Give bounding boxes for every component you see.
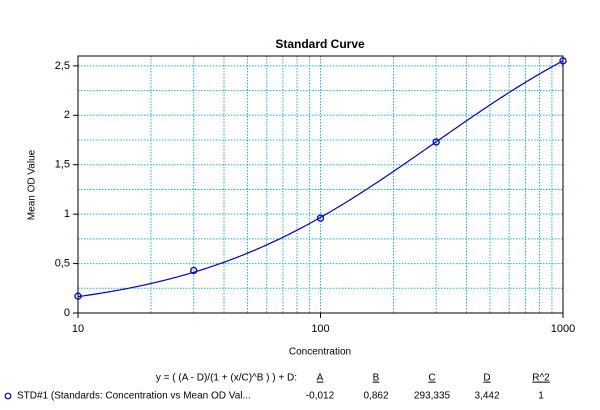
y-axis-label: Mean OD Value: [27, 149, 38, 220]
legend-marker: [4, 392, 12, 400]
fit-value: 1: [538, 391, 544, 402]
data-point: [559, 57, 567, 65]
x-tick-label: 100: [311, 323, 329, 335]
x-tick-label: 10: [72, 323, 84, 335]
fit-column-header: C: [428, 373, 435, 384]
fit-value: 0,862: [363, 391, 388, 402]
fit-equation: y = ( (A - D)/(1 + (x/C)^B ) ) + D:: [156, 373, 297, 384]
y-tick-label: 0: [64, 307, 70, 319]
fit-column-header: R^2: [532, 373, 550, 384]
data-point: [316, 214, 325, 222]
y-tick-label: 2,5: [55, 60, 70, 72]
data-point: [74, 292, 82, 300]
fit-value: 3,442: [474, 391, 499, 402]
data-point: [432, 138, 440, 146]
y-tick-label: 2: [64, 109, 70, 121]
fit-curve: [77, 60, 564, 298]
fit-value: 293,335: [414, 391, 451, 402]
legend-label: STD#1 (Standards: Concentration vs Mean …: [17, 391, 251, 402]
x-axis-label: Concentration: [289, 347, 351, 358]
fit-column-header: D: [483, 373, 490, 384]
chart-title: Standard Curve: [275, 37, 365, 51]
fit-column-header: A: [317, 373, 324, 384]
y-tick-label: 0,5: [55, 257, 70, 269]
y-tick-label: 1: [64, 208, 70, 220]
x-tick-label: 1000: [551, 323, 575, 335]
plot-frame: [77, 55, 564, 314]
y-tick-label: 1,5: [55, 159, 70, 171]
data-point: [190, 266, 198, 275]
fit-column-header: B: [373, 373, 380, 384]
fit-value: -0,012: [306, 391, 335, 402]
